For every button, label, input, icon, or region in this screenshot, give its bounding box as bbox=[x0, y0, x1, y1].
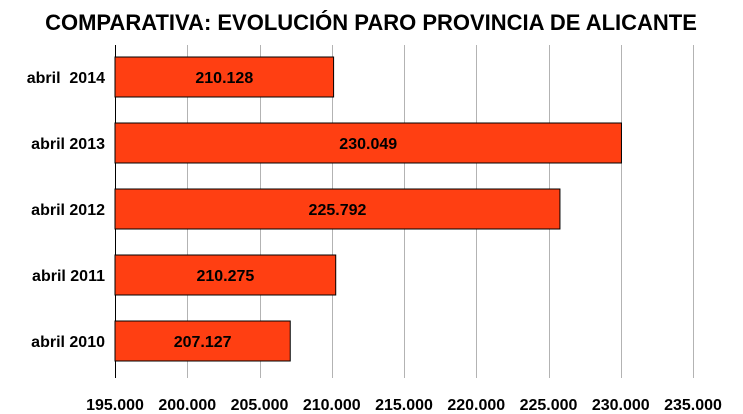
data-label-1: 230.049 bbox=[339, 136, 397, 153]
category-label-1: abril 2013 bbox=[31, 136, 105, 153]
x-tick-label-8: 235.000 bbox=[664, 397, 722, 414]
bar-4 bbox=[114, 320, 291, 362]
data-label-4: 207.127 bbox=[174, 334, 232, 351]
data-label-3: 210.275 bbox=[196, 268, 254, 285]
x-tick-label-0: 195.000 bbox=[86, 397, 144, 414]
bars: 210.128 230.049 225.792 210.275 207.127 bbox=[114, 56, 622, 362]
category-label-3: abril 2011 bbox=[32, 268, 105, 285]
x-tick-label-2: 205.000 bbox=[231, 397, 289, 414]
category-labels: abril 2014 abril 2013 abril 2012 abril 2011… bbox=[27, 70, 105, 351]
x-tick-label-5: 220.000 bbox=[447, 397, 505, 414]
x-tick-label-4: 215.000 bbox=[375, 397, 433, 414]
x-tick-label-6: 225.000 bbox=[520, 397, 578, 414]
chart-title: COMPARATIVA: EVOLUCIÓN PARO PROVINCIA DE… bbox=[45, 10, 697, 35]
bar-2 bbox=[114, 188, 561, 230]
bar-3 bbox=[114, 254, 337, 296]
category-label-2: abril 2012 bbox=[31, 202, 105, 219]
x-tick-label-7: 230.000 bbox=[592, 397, 650, 414]
bar-1 bbox=[114, 122, 622, 164]
category-label-4: abril 2010 bbox=[31, 334, 105, 351]
x-tick-label-1: 200.000 bbox=[158, 397, 216, 414]
category-label-0: abril 2014 bbox=[27, 70, 105, 87]
bar-0 bbox=[114, 56, 335, 98]
data-label-2: 225.792 bbox=[309, 202, 367, 219]
x-axis-ticks: 195.000 200.000 205.000 210.000 215.000 220.0… bbox=[86, 397, 722, 414]
x-tick-label-3: 210.000 bbox=[303, 397, 361, 414]
data-label-0: 210.128 bbox=[195, 70, 253, 87]
